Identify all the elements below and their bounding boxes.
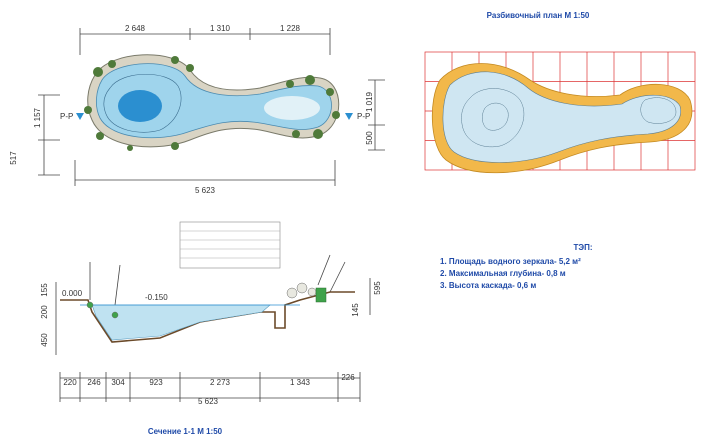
plan-dim-top-1: 2 648 (125, 24, 146, 33)
section-dim-total: 5 623 (198, 397, 219, 406)
plan-dim-right-1: 1 019 (365, 91, 374, 112)
section-title: Сечение 1-1 М 1:50 (148, 427, 223, 436)
pond-plan: 2 648 1 310 1 228 P-P P-P 1 157 51 (9, 24, 385, 195)
section-dim-bottom-1: 220 (63, 378, 77, 387)
layout-plan: Разбивочный план М 1:50 (424, 11, 696, 174)
section-dim-left-2: 200 (40, 305, 49, 319)
tep-item-2: 2. Максимальная глубина- 0,8 м (440, 269, 566, 278)
layout-plan-title: Разбивочный план М 1:50 (487, 11, 590, 20)
plan-dim-bottom: 5 623 (195, 186, 216, 195)
tep-item-3: 3. Высота каскада- 0,6 м (440, 281, 536, 290)
section-dim-bottom-2: 246 (87, 378, 101, 387)
section-dim-left-1: 155 (40, 283, 49, 297)
section-dim-ticks (59, 372, 361, 402)
tep-item-1: 1. Площадь водного зеркала- 5,2 м² (440, 257, 581, 266)
section-dim-right-1: 595 (373, 281, 382, 295)
plan-section-mark-right: P-P (357, 112, 370, 121)
section-dim-bottom-6: 1 343 (290, 378, 311, 387)
plan-dim-right-2: 500 (365, 131, 374, 145)
tep-title: ТЭП: (574, 243, 593, 252)
section-dim-bottom-4: 923 (149, 378, 163, 387)
section-arrow-icon (345, 113, 353, 120)
cascade-stones-icon (86, 282, 327, 319)
section-level-mid: -0.150 (145, 293, 168, 302)
plan-dim-left-1: 1 157 (33, 107, 42, 128)
plants-icon (84, 56, 340, 151)
section-drawing: 0.000 -0.150 155 200 450 595 145 220 246… (40, 221, 382, 436)
tep-block: ТЭП: 1. Площадь водного зеркала- 5,2 м² … (440, 243, 593, 290)
section-legend-table (179, 221, 281, 269)
section-dim-right-2: 145 (351, 303, 360, 317)
section-level-left: 0.000 (62, 289, 83, 298)
section-dim-left-3: 450 (40, 333, 49, 347)
section-dim-bottom-3: 304 (111, 378, 125, 387)
section-arrow-icon (76, 113, 84, 120)
section-dim-bottom-7: 226 (341, 373, 355, 382)
plan-dim-left-2: 517 (9, 151, 18, 165)
section-dim-bottom-5: 2 273 (210, 378, 231, 387)
plan-dim-top-2: 1 310 (210, 24, 231, 33)
plan-dim-top-3: 1 228 (280, 24, 301, 33)
plan-section-mark-left: P-P (60, 112, 73, 121)
